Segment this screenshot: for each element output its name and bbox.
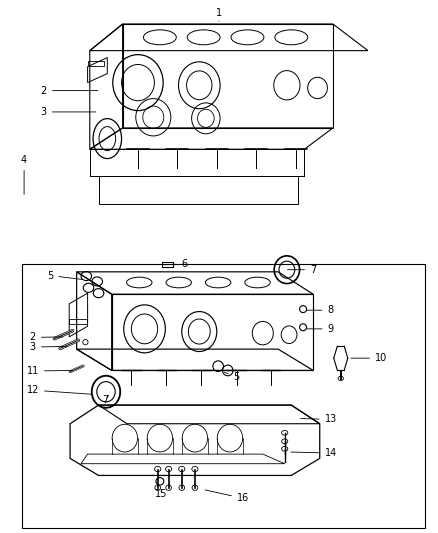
Text: 14: 14: [291, 448, 337, 458]
Bar: [162, 262, 173, 266]
Text: 1: 1: [216, 9, 222, 21]
Text: 10: 10: [351, 353, 387, 363]
Text: 8: 8: [307, 305, 334, 315]
Bar: [22, 264, 425, 528]
Text: 5: 5: [47, 271, 83, 280]
Text: 3: 3: [41, 107, 96, 117]
Text: 11: 11: [27, 366, 73, 376]
Text: 15: 15: [155, 489, 167, 499]
Bar: [88, 61, 104, 66]
Text: 2: 2: [30, 333, 63, 342]
Text: 9: 9: [307, 324, 334, 334]
Text: 7: 7: [287, 265, 316, 274]
Bar: [69, 319, 87, 324]
Text: 16: 16: [205, 490, 249, 503]
Text: 7: 7: [102, 395, 109, 405]
Text: 5: 5: [224, 372, 240, 382]
Text: 13: 13: [300, 415, 337, 424]
Text: 2: 2: [41, 86, 98, 95]
Text: 6: 6: [165, 259, 187, 269]
Text: 3: 3: [30, 342, 67, 352]
Text: 4: 4: [21, 155, 27, 195]
Text: 12: 12: [27, 385, 92, 395]
